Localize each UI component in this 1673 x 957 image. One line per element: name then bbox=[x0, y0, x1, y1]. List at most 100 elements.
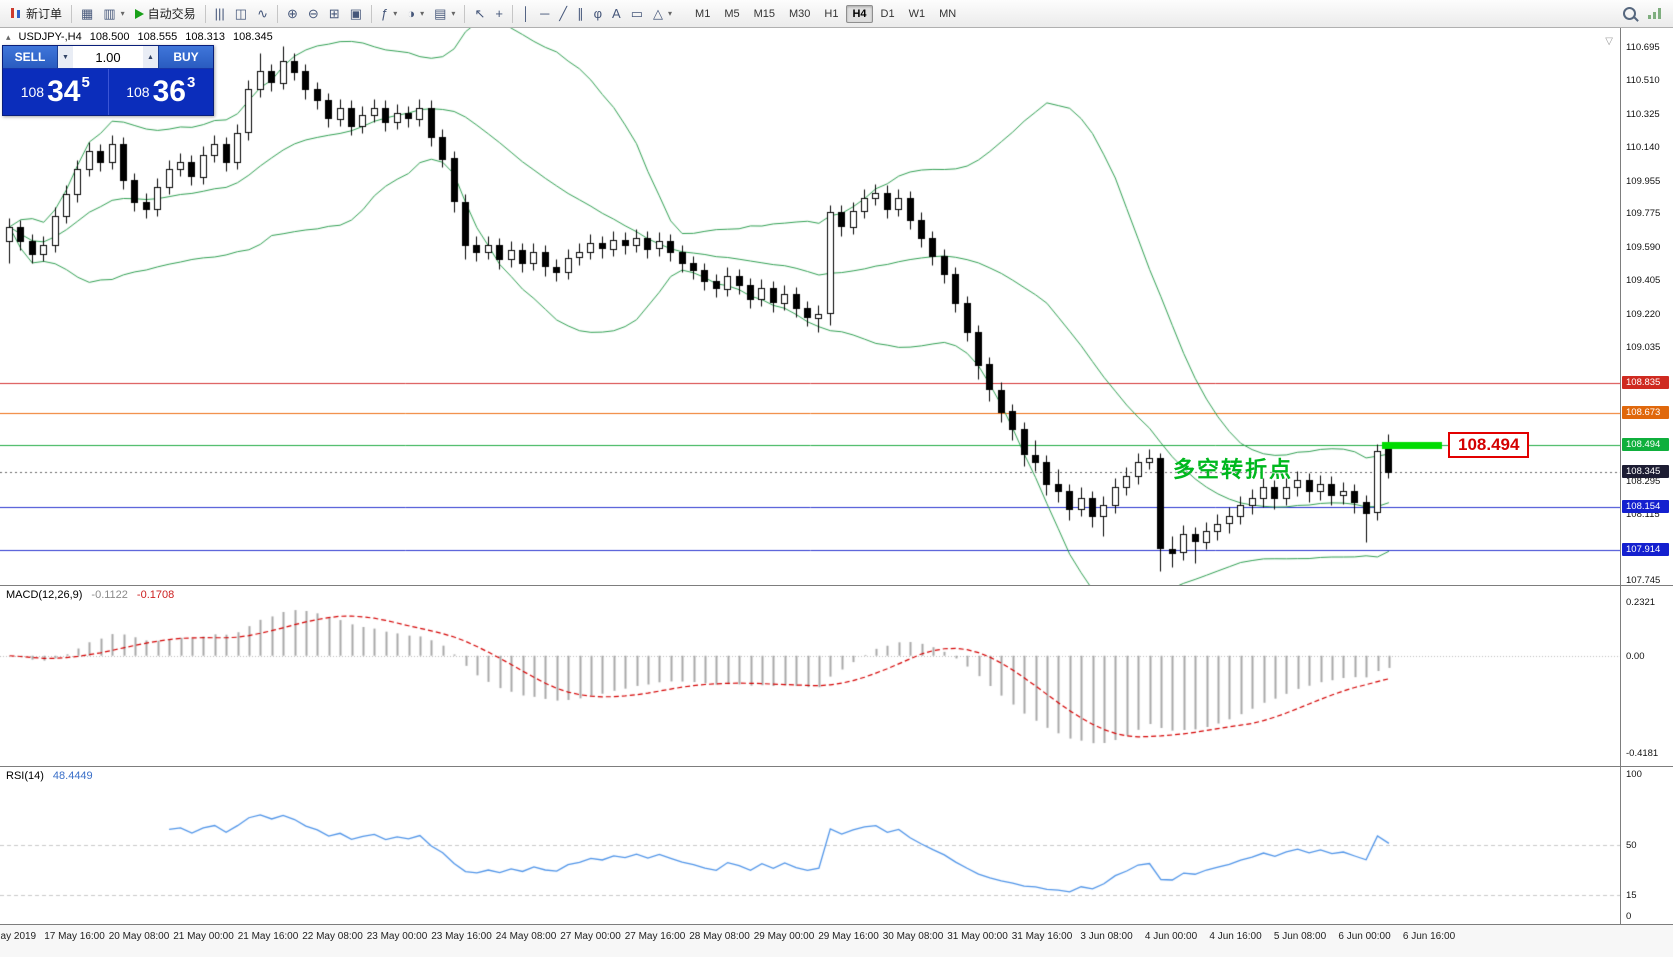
indicators-button[interactable]: ƒ ▾ bbox=[376, 3, 402, 24]
axis-tick: 110.325 bbox=[1626, 108, 1660, 120]
shapes-icon: △ bbox=[653, 6, 664, 21]
macd-canvas[interactable] bbox=[0, 586, 1621, 765]
toolbar-right bbox=[1623, 7, 1669, 20]
open-value: 108.500 bbox=[89, 31, 130, 43]
toolbar-divider bbox=[204, 4, 206, 23]
sell-price[interactable]: 108 34 5 bbox=[3, 69, 109, 115]
buy-button[interactable]: BUY bbox=[158, 46, 213, 68]
macd-name: MACD(12,26,9) bbox=[6, 589, 83, 601]
time-label: 21 May 16:00 bbox=[237, 931, 299, 942]
label-icon: ▭ bbox=[630, 6, 644, 21]
indicators-icon: ƒ bbox=[381, 6, 389, 21]
periods-button[interactable]: ◑ ▾ bbox=[402, 3, 429, 24]
search-icon[interactable] bbox=[1623, 7, 1636, 20]
tile-windows-button[interactable]: ▣ bbox=[345, 3, 367, 24]
price-chart-canvas[interactable] bbox=[0, 28, 1621, 585]
rsi-axis[interactable]: 100 50 15 0 bbox=[1620, 767, 1673, 924]
axis-tick: 0.00 bbox=[1626, 650, 1645, 662]
axis-tick: -0.4181 bbox=[1626, 747, 1659, 759]
axis-tick: 0.2321 bbox=[1626, 596, 1656, 608]
price-badge: 108.494 bbox=[1622, 438, 1669, 452]
axis-tick: 109.035 bbox=[1626, 342, 1661, 354]
symbol-marker-icon: ▴ bbox=[6, 31, 11, 42]
sell-button[interactable]: SELL bbox=[3, 46, 58, 68]
crosshair-icon: + bbox=[495, 6, 503, 21]
line-chart-icon: ∿ bbox=[257, 6, 268, 21]
axis-tick: 109.775 bbox=[1626, 208, 1661, 220]
timeframe-d1-button[interactable]: D1 bbox=[880, 7, 895, 20]
timeframe-m15-button[interactable]: M15 bbox=[753, 7, 775, 20]
time-label: 6 Jun 16:00 bbox=[1402, 931, 1456, 942]
timeframe-h1-button[interactable]: H1 bbox=[824, 7, 839, 20]
autotrade-button-label: 自动交易 bbox=[147, 7, 196, 21]
zoom-out-button[interactable]: ⊖ bbox=[303, 3, 324, 24]
fibonacci-button[interactable]: φ bbox=[589, 3, 607, 24]
grid-button[interactable]: ⊞ bbox=[324, 3, 345, 24]
timeframe-h4-button[interactable]: H4 bbox=[846, 4, 873, 23]
templates-button[interactable]: ▤ ▾ bbox=[429, 3, 460, 24]
macd-axis[interactable]: 0.2321 0.00 -0.4181 bbox=[1620, 586, 1673, 766]
candles-chart-button[interactable]: ◫ bbox=[230, 3, 252, 24]
label-button[interactable]: ▭ bbox=[626, 3, 648, 24]
timeframe-w1-button[interactable]: W1 bbox=[908, 7, 926, 20]
timeframe-mn-button[interactable]: MN bbox=[939, 7, 957, 20]
text-button[interactable]: A bbox=[607, 3, 626, 24]
templates-icon: ▤ bbox=[434, 6, 447, 21]
price-axis[interactable]: 110.695 110.510 110.325 110.140 109.955 109.7… bbox=[1620, 28, 1673, 586]
timeframe-m30-button[interactable]: M30 bbox=[789, 7, 811, 20]
axis-tick: 110.140 bbox=[1626, 142, 1660, 154]
price-badge: 108.835 bbox=[1622, 376, 1669, 390]
chart-annotation-text: 多空转折点 bbox=[1173, 457, 1294, 482]
line-chart-button[interactable]: ∿ bbox=[252, 3, 273, 24]
time-label: 22 May 08:00 bbox=[302, 931, 363, 942]
new-chart-button[interactable]: ▦ bbox=[76, 3, 98, 24]
buy-price[interactable]: 108 36 3 bbox=[109, 69, 214, 115]
buy-price-big: 36 bbox=[152, 75, 186, 108]
new-order-button[interactable]: 新订单 bbox=[4, 3, 67, 24]
price-callout-label: 108.494 bbox=[1448, 432, 1530, 458]
trendline-icon: ╱ bbox=[559, 6, 568, 21]
time-label: 6 Jun 00:00 bbox=[1338, 931, 1391, 942]
new-order-button-label: 新订单 bbox=[26, 7, 63, 21]
volume-up-button[interactable]: ▲ bbox=[143, 46, 158, 68]
axis-tick: 108.295 bbox=[1626, 476, 1661, 487]
sell-price-base: 108 bbox=[20, 84, 45, 100]
crosshair-button[interactable]: + bbox=[490, 3, 508, 24]
bars-chart-button[interactable]: ||| bbox=[210, 3, 230, 24]
time-label: 4 Jun 16:00 bbox=[1209, 931, 1262, 942]
rsi-name: RSI(14) bbox=[6, 770, 44, 782]
profiles-button[interactable]: ▥ ▾ bbox=[98, 3, 129, 24]
close-value: 108.345 bbox=[233, 31, 273, 43]
trendline-button[interactable]: ╱ bbox=[554, 3, 572, 24]
toolbar-divider bbox=[71, 4, 73, 23]
candles-icon bbox=[9, 7, 22, 20]
chart-shift-marker-icon[interactable]: ▽ bbox=[1605, 36, 1613, 47]
horizontal-line-button[interactable]: ─ bbox=[535, 3, 554, 24]
rsi-canvas[interactable] bbox=[0, 767, 1621, 923]
time-label: 17 May 16:00 bbox=[44, 931, 105, 942]
shapes-button[interactable]: △ ▾ bbox=[648, 3, 677, 24]
timeframe-m1-button[interactable]: M1 bbox=[695, 7, 711, 20]
buy-price-base: 108 bbox=[126, 84, 150, 100]
time-label: 28 May 08:00 bbox=[689, 931, 750, 942]
chevron-down-icon: ▾ bbox=[668, 9, 673, 18]
periods-icon: ◑ bbox=[407, 6, 416, 21]
vertical-line-button[interactable]: │ bbox=[517, 3, 535, 24]
low-value: 108.313 bbox=[185, 31, 225, 43]
cursor-button[interactable]: ↖ bbox=[469, 3, 490, 24]
macd-panel: MACD(12,26,9) -0.1122 -0.1708 0.2321 0.00… bbox=[0, 585, 1673, 766]
time-label: 23 May 00:00 bbox=[366, 931, 428, 942]
autotrade-button[interactable]: 自动交易 bbox=[130, 3, 201, 24]
volume-input[interactable]: 1.00 bbox=[73, 46, 143, 68]
zoom-in-button[interactable]: ⊕ bbox=[282, 3, 303, 24]
high-value: 108.555 bbox=[137, 31, 178, 43]
axis-tick: 0 bbox=[1626, 910, 1632, 922]
volume-down-button[interactable]: ▼ bbox=[58, 46, 73, 68]
grid-icon: ⊞ bbox=[328, 6, 340, 21]
timeframe-m5-button[interactable]: M5 bbox=[724, 7, 740, 20]
connection-status-icon[interactable] bbox=[1648, 8, 1661, 19]
channel-button[interactable]: ∥ bbox=[572, 3, 589, 24]
toolbar-divider bbox=[276, 4, 278, 23]
rsi-panel: RSI(14) 48.4449 100 50 15 0 bbox=[0, 766, 1673, 924]
